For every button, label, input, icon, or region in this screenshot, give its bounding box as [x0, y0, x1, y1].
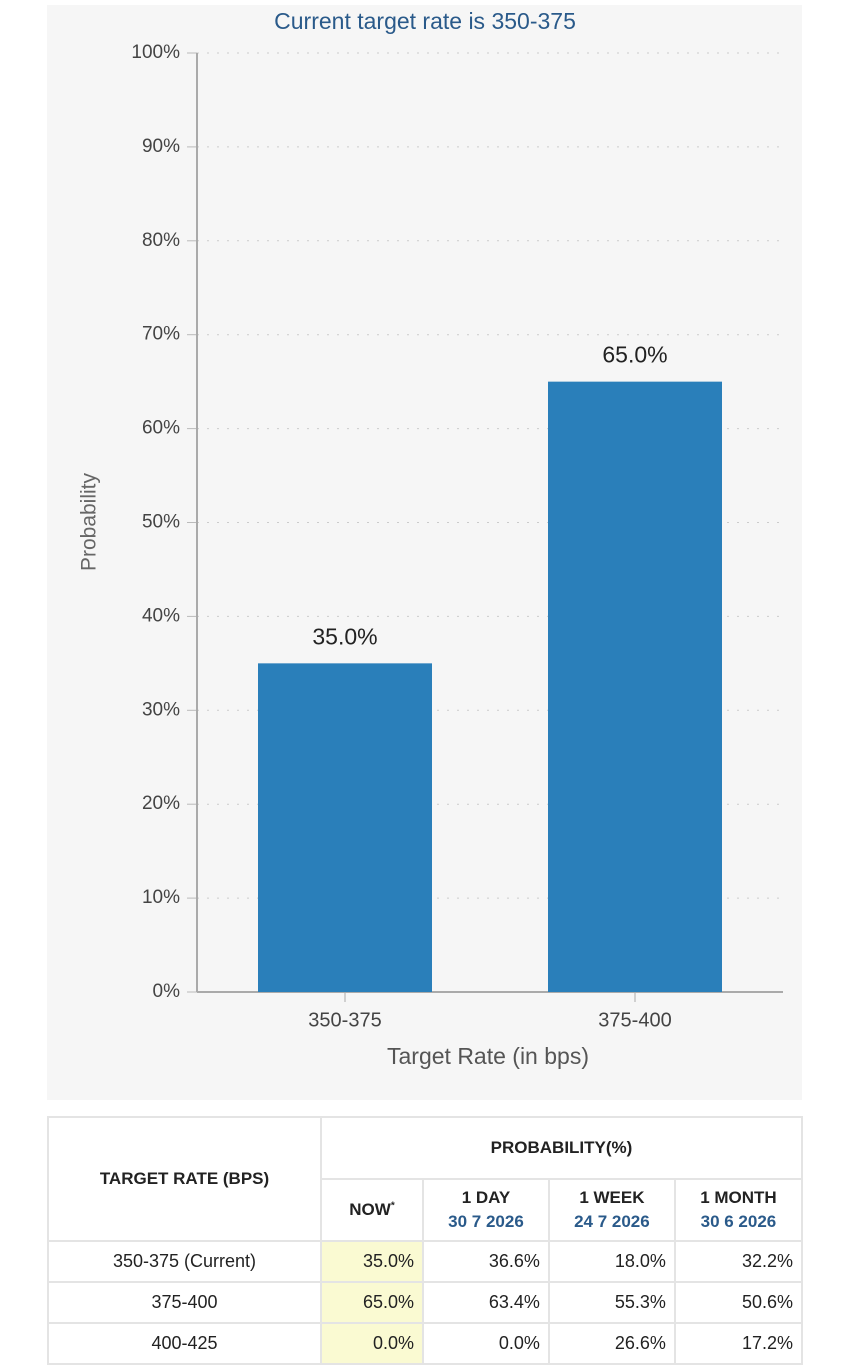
y-tick-label: 60%	[142, 418, 180, 439]
column-note: *	[390, 1200, 395, 1212]
table-row: 375-400 65.0% 63.4% 55.3% 50.6%	[47, 1281, 804, 1324]
x-tick-label: 375-400	[598, 1009, 671, 1031]
column-label: 1 MONTH	[700, 1188, 777, 1207]
column-date: 30 6 2026	[700, 1212, 777, 1231]
column-date: 30 7 2026	[448, 1212, 524, 1231]
y-tick-label: 70%	[142, 324, 180, 345]
value-label: 35.0%	[312, 623, 377, 649]
y-tick-label: 50%	[142, 512, 180, 533]
y-tick-label: 0%	[153, 981, 181, 1002]
y-tick-label: 100%	[131, 42, 180, 63]
probability-cell: 32.2%	[673, 1240, 804, 1283]
bar	[258, 663, 432, 992]
probability-cell: 55.3%	[547, 1281, 676, 1324]
probability-cell: 0.0%	[320, 1322, 424, 1365]
probability-cell: 35.0%	[320, 1240, 424, 1283]
chart: Current target rate is 350-375 Probabili…	[78, 8, 783, 1069]
y-tick-label: 80%	[142, 230, 180, 251]
table-row: 400-425 0.0% 0.0% 26.6% 17.2%	[47, 1322, 804, 1365]
y-tick-label: 40%	[142, 605, 180, 626]
rate-cell: 400-425	[47, 1322, 322, 1365]
y-tick-label: 90%	[142, 136, 180, 157]
probability-cell: 18.0%	[547, 1240, 676, 1283]
column-header: 1 WEEK 24 7 2026	[547, 1178, 676, 1242]
probability-cell: 0.0%	[422, 1322, 550, 1365]
rate-cell: 350-375 (Current)	[47, 1240, 322, 1283]
column-label: 1 DAY	[461, 1188, 511, 1207]
probability-table: TARGET RATE (BPS) PROBABILITY(%) NOW* 1 …	[47, 1116, 804, 1365]
value-label: 65.0%	[602, 342, 667, 368]
row-header: TARGET RATE (BPS)	[47, 1116, 322, 1242]
probability-cell: 36.6%	[422, 1240, 550, 1283]
group-header: PROBABILITY(%)	[320, 1116, 803, 1180]
probability-cell: 26.6%	[547, 1322, 676, 1365]
rate-cell: 375-400	[47, 1281, 322, 1324]
y-tick-label: 20%	[142, 793, 180, 814]
column-header: 1 MONTH 30 6 2026	[673, 1178, 804, 1242]
chart-title: Current target rate is 350-375	[274, 8, 576, 34]
y-tick-label: 30%	[142, 699, 180, 720]
column-header: 1 DAY 30 7 2026	[422, 1178, 550, 1242]
bar	[548, 381, 722, 992]
x-tick-label: 350-375	[308, 1009, 381, 1031]
column-label: NOW	[349, 1200, 391, 1219]
y-tick-label: 10%	[142, 887, 180, 908]
column-header: NOW*	[320, 1178, 424, 1242]
column-date: 24 7 2026	[574, 1212, 650, 1231]
probability-cell: 65.0%	[320, 1281, 424, 1324]
x-axis-label: Target Rate (in bps)	[387, 1043, 589, 1069]
probability-cell: 63.4%	[422, 1281, 550, 1324]
table-row: 350-375 (Current) 35.0% 36.6% 18.0% 32.2%	[47, 1240, 804, 1283]
column-label: 1 WEEK	[579, 1188, 645, 1207]
probability-cell: 50.6%	[673, 1281, 804, 1324]
y-axis-label: Probability	[78, 472, 101, 571]
probability-cell: 17.2%	[673, 1322, 804, 1365]
